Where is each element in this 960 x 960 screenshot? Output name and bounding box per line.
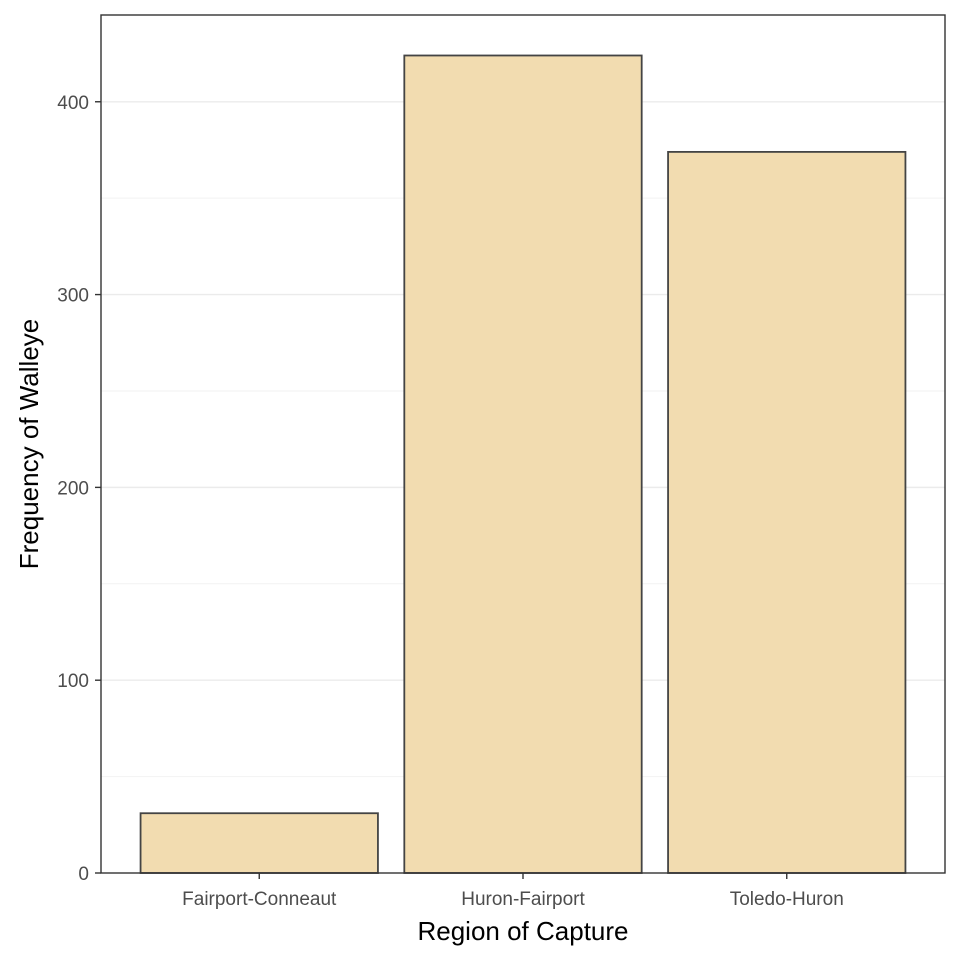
x-axis: Fairport-Conneaut Huron-Fairport Toledo-Hu… (182, 873, 844, 910)
x-axis-title: Region of Capture (417, 916, 628, 946)
x-tick-label: Toledo-Huron (730, 889, 844, 910)
y-tick-label: 0 (78, 864, 89, 885)
x-tick-label: Fairport-Conneaut (182, 889, 337, 910)
bar (667, 150, 907, 874)
bar (139, 812, 379, 874)
bar (403, 54, 643, 874)
y-axis: 0 100 200 300 400 (57, 93, 101, 885)
y-tick-label: 200 (57, 478, 89, 499)
y-tick-label: 400 (57, 93, 89, 114)
y-tick-label: 100 (57, 671, 89, 692)
y-axis-title: Frequency of Walleye (14, 319, 44, 569)
x-tick-label: Huron-Fairport (461, 889, 585, 910)
y-tick-label: 300 (57, 286, 89, 307)
bars (139, 54, 907, 874)
